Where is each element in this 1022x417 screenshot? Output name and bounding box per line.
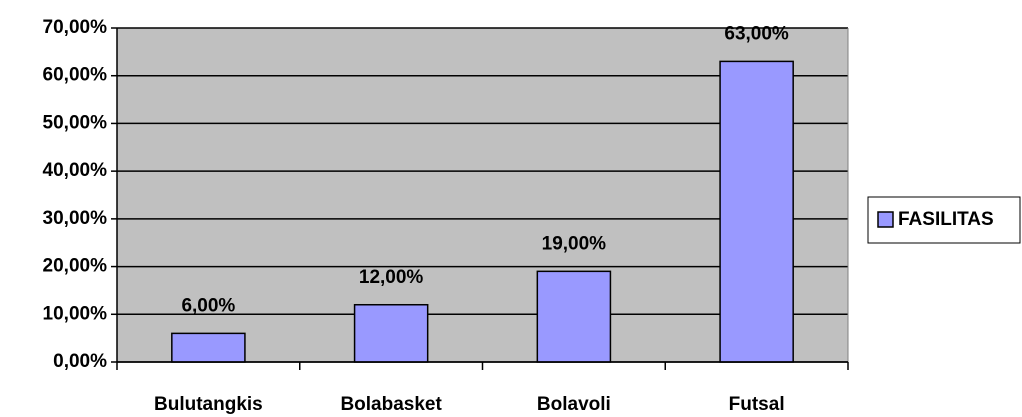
x-tick-label: Bolavoli: [537, 394, 611, 415]
legend-label: FASILITAS: [898, 209, 994, 230]
x-tick-label: Bulutangkis: [154, 394, 263, 415]
bar: [171, 332, 246, 363]
y-tick-label: 20,00%: [43, 256, 108, 277]
y-tick-label: 70,00%: [43, 17, 108, 38]
value-label: 12,00%: [359, 267, 424, 288]
y-tick-label: 50,00%: [43, 112, 108, 133]
x-tick-label: Futsal: [729, 394, 785, 415]
bar: [353, 303, 429, 363]
y-tick-label: 30,00%: [43, 208, 108, 229]
legend-swatch: [877, 211, 894, 228]
y-tick-label: 40,00%: [43, 160, 108, 181]
y-tick-label: 0,00%: [53, 351, 107, 372]
y-tick-label: 10,00%: [43, 303, 108, 324]
bar: [536, 270, 612, 363]
x-tick-label: Bolabasket: [340, 394, 442, 415]
value-label: 6,00%: [181, 295, 235, 316]
y-tick-label: 60,00%: [43, 65, 108, 86]
value-label: 19,00%: [542, 233, 607, 254]
bar: [719, 60, 794, 363]
value-label: 63,00%: [724, 23, 789, 44]
